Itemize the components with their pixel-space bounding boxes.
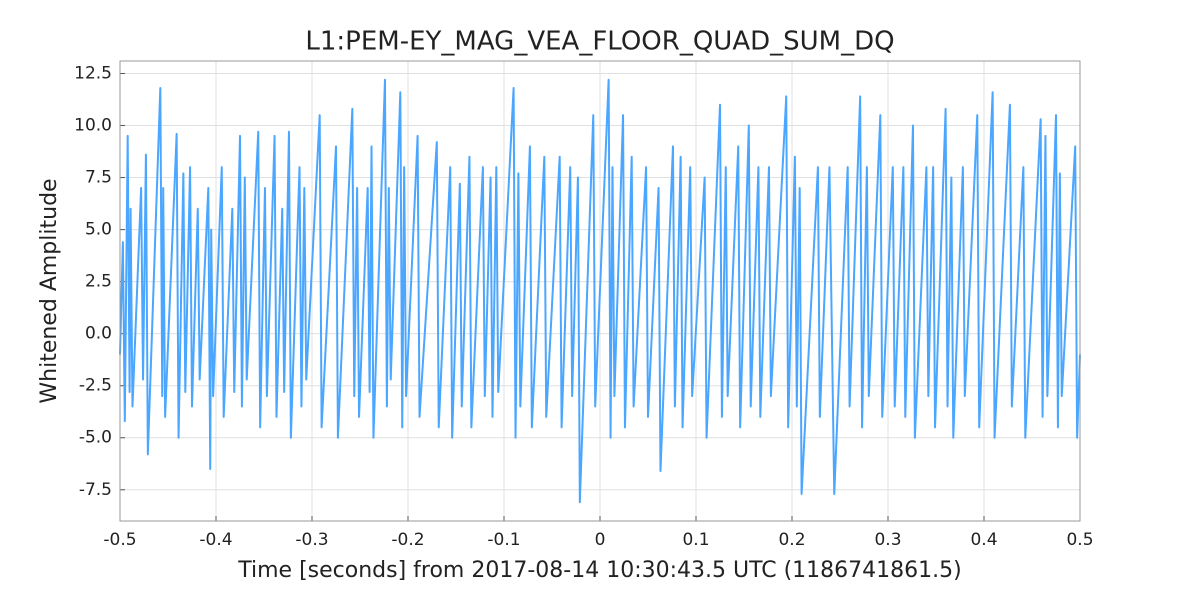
x-tick-label: 0 [595, 530, 606, 550]
y-axis-label: Whitened Amplitude [37, 178, 62, 403]
x-tick-label: 0.5 [1066, 530, 1093, 550]
y-tick-label: -5.0 [79, 428, 112, 448]
x-tick-label: -0.1 [487, 530, 520, 550]
y-tick-label: 0.0 [85, 324, 112, 344]
y-tick-label: 10.0 [74, 116, 112, 136]
chart-title: L1:PEM-EY_MAG_VEA_FLOOR_QUAD_SUM_DQ [305, 27, 894, 57]
x-tick-label: 0.4 [970, 530, 997, 550]
y-tick-label: 7.5 [85, 168, 112, 188]
x-tick-label: 0.3 [874, 530, 901, 550]
x-tick-label: -0.5 [103, 530, 136, 550]
y-tick-label: 2.5 [85, 272, 112, 292]
y-tick-label: 12.5 [74, 63, 112, 83]
data-line [119, 78, 1081, 504]
x-tick-label: 0.1 [682, 530, 709, 550]
y-tick-label: -2.5 [79, 376, 112, 396]
y-tick-label: -7.5 [79, 480, 112, 500]
x-tick-label: -0.2 [391, 530, 424, 550]
x-tick-label: -0.4 [199, 530, 232, 550]
x-tick-label: 0.2 [778, 530, 805, 550]
y-tick-label: 5.0 [85, 220, 112, 240]
x-axis-label: Time [seconds] from 2017-08-14 10:30:43.… [237, 558, 961, 583]
x-tick-label: -0.3 [295, 530, 328, 550]
plot-frame [119, 60, 1081, 522]
